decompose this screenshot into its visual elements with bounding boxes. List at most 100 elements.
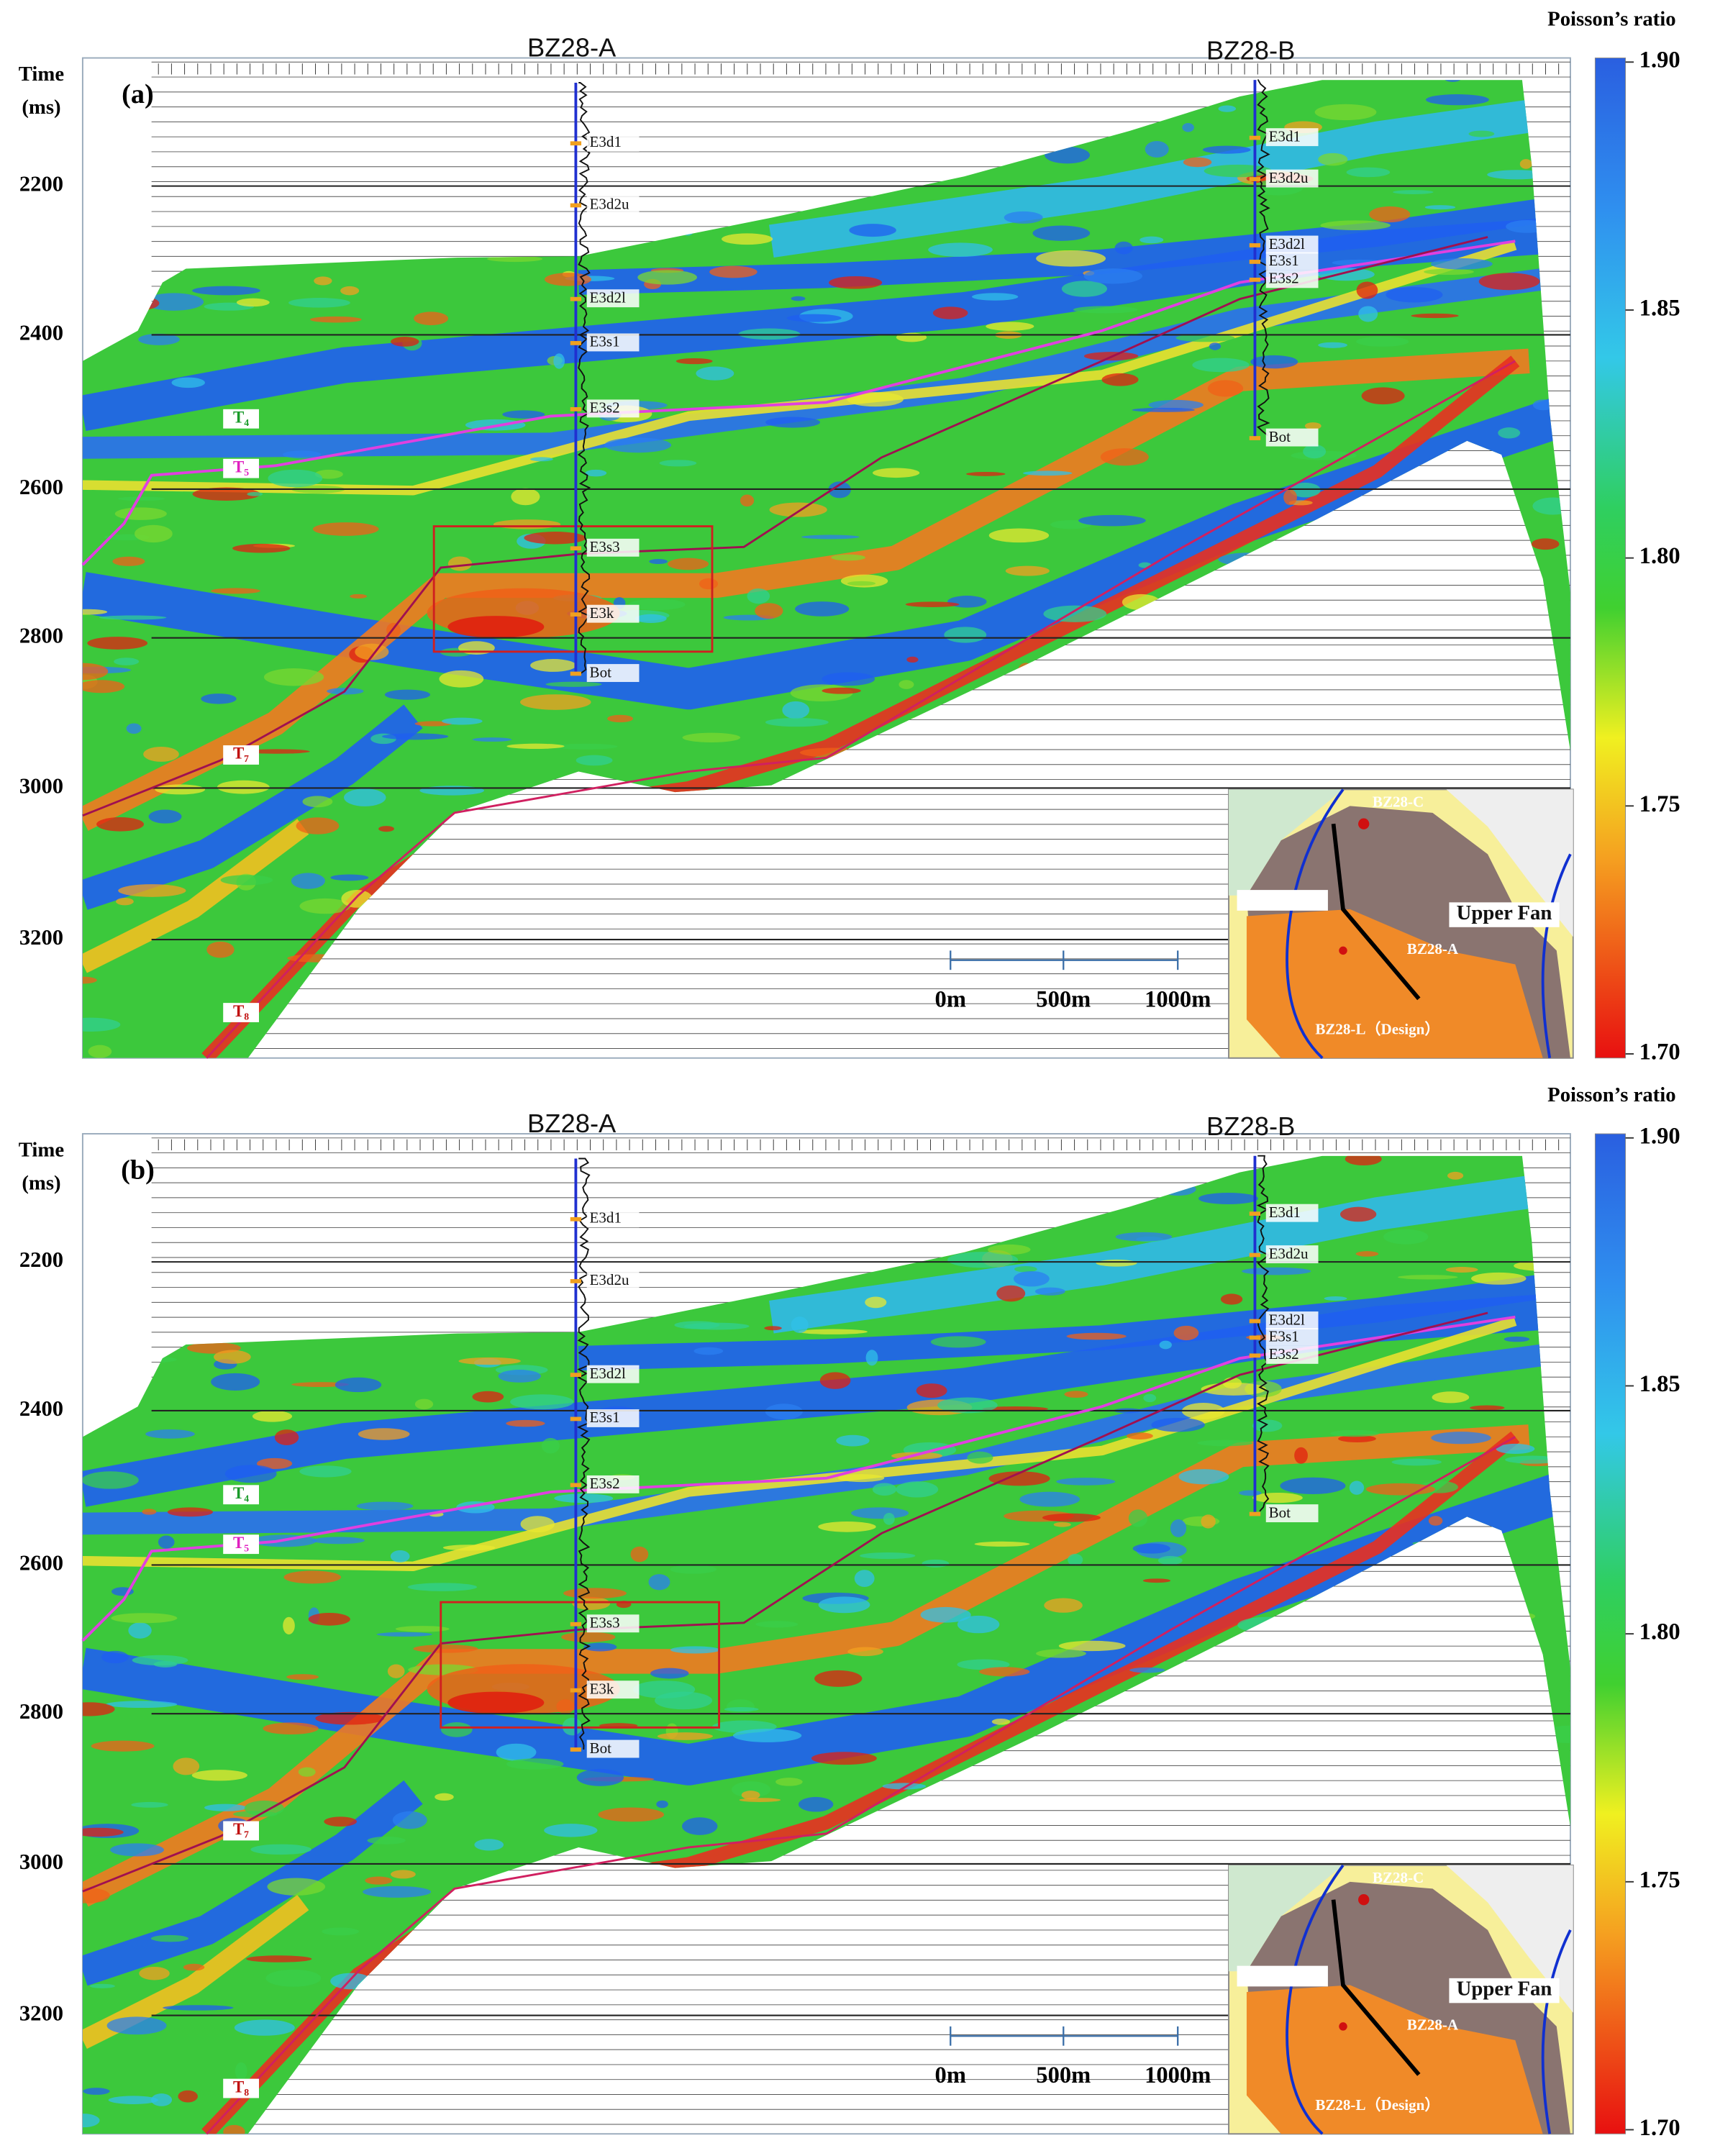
- map-label: Upper Fan: [1457, 1978, 1552, 2001]
- formation-label: E3d2u: [1269, 1245, 1309, 1262]
- seismic-texture: [442, 717, 483, 725]
- seismic-texture: [1032, 225, 1091, 241]
- seismic-texture: [82, 1702, 115, 1716]
- seismic-texture: [1115, 1232, 1173, 1242]
- seismic-texture: [906, 656, 919, 663]
- map-zone: [1246, 1985, 1543, 2134]
- formation-label: E3d2u: [590, 1271, 629, 1288]
- time-tick-label: 3000: [19, 773, 63, 798]
- time-tick-label: 2800: [19, 624, 63, 648]
- seismic-texture: [299, 898, 351, 914]
- formation-label-box: [586, 1475, 640, 1493]
- seismic-texture: [487, 255, 543, 263]
- scale-label: 1000m: [1145, 2062, 1211, 2088]
- seismic-texture: [82, 663, 109, 681]
- seismic-texture: [799, 1796, 834, 1812]
- map-zone: [1229, 1865, 1343, 1972]
- seismic-texture: [607, 714, 634, 723]
- seismic-texture: [407, 1583, 477, 1591]
- formation-label-box: [1265, 252, 1319, 270]
- seismic-texture: [201, 693, 237, 704]
- colorbar-tick-label: 1.90: [1639, 47, 1680, 73]
- seismic-texture: [322, 1927, 359, 1936]
- seismic-texture: [1157, 1555, 1183, 1565]
- seismic-texture: [220, 875, 273, 886]
- seismic-texture: [143, 746, 179, 762]
- formation-marker: [570, 612, 582, 617]
- seismic-texture: [96, 817, 145, 832]
- colorbar-tick-label: 1.70: [1639, 1039, 1680, 1065]
- seismic-texture: [82, 680, 125, 693]
- seismic-texture: [298, 1767, 316, 1777]
- seismic-texture: [151, 2093, 173, 2106]
- seismic-texture: [1129, 1667, 1165, 1673]
- seismic-texture: [851, 1507, 909, 1519]
- formation-label-box: [586, 664, 640, 682]
- horizon-t8: [206, 360, 1516, 1059]
- horizon-label-box: [223, 745, 259, 765]
- seismic-texture: [957, 1659, 1010, 1670]
- map-zone: [1229, 789, 1343, 896]
- map-label: BZ28-C: [1373, 1869, 1424, 1886]
- seismic-texture: [882, 1783, 927, 1790]
- seismic-texture: [1303, 444, 1327, 459]
- map-well-track: [1331, 823, 1421, 1001]
- seismic-texture: [139, 1966, 170, 1980]
- horizon-label-box: [223, 409, 259, 429]
- seismic-texture: [1531, 538, 1560, 550]
- seismic-texture: [378, 826, 394, 832]
- formation-label-box: [1265, 1328, 1319, 1346]
- seismic-texture: [392, 1811, 427, 1829]
- seismic-texture: [795, 601, 850, 617]
- formation-marker: [570, 406, 582, 411]
- seismic-texture: [553, 743, 618, 750]
- formation-marker: [570, 1416, 582, 1422]
- seismic-texture: [670, 1565, 717, 1574]
- seismic-texture: [1432, 1391, 1470, 1404]
- seismic-texture: [506, 1419, 545, 1427]
- seismic-texture: [192, 487, 260, 501]
- formation-label: Bot: [590, 1739, 612, 1757]
- colorbar: [1594, 1133, 1627, 2134]
- seismic-texture: [811, 1752, 877, 1765]
- seismic-texture: [111, 1613, 178, 1624]
- seismic-texture: [1014, 1265, 1037, 1273]
- seismic-texture: [82, 1888, 110, 1903]
- formation-label: E3d1: [590, 133, 622, 150]
- formation-marker: [1249, 1335, 1261, 1340]
- formation-label: E3d2u: [1269, 169, 1309, 186]
- seismic-texture: [682, 732, 741, 742]
- horizon-t8: [206, 1436, 1516, 2135]
- seismic-texture: [1345, 1155, 1382, 1166]
- seismic-texture: [755, 1621, 799, 1628]
- formation-marker: [1249, 243, 1261, 247]
- formation-label-box: [1265, 169, 1319, 188]
- seismic-texture: [1289, 482, 1321, 498]
- formation-marker: [1249, 1319, 1261, 1324]
- seismic-texture: [1132, 1543, 1170, 1554]
- seismic-texture: [82, 1471, 139, 1489]
- seismic-texture: [382, 733, 449, 740]
- seismic-texture: [1148, 399, 1204, 410]
- seismic-texture: [1101, 373, 1139, 386]
- seismic-texture: [99, 615, 167, 620]
- seismic-texture: [82, 1827, 124, 1837]
- seismic-texture: [89, 1983, 115, 1988]
- seismic-texture: [657, 1732, 713, 1740]
- panel: T₄T₅T₇T₈BZ28-AE3d1E3d2uE3d2lE3s1E3s2E3s3…: [19, 1083, 1680, 2141]
- seismic-texture: [541, 1437, 560, 1454]
- seismic-texture: [447, 556, 473, 571]
- seismic-texture: [83, 2088, 110, 2095]
- seismic-texture: [1182, 123, 1194, 132]
- seismic-texture: [576, 755, 613, 766]
- seismic-texture: [245, 749, 310, 754]
- seismic-texture: [668, 558, 709, 570]
- formation-label-box: [586, 1365, 640, 1383]
- seismic-texture: [1159, 1340, 1172, 1350]
- seismic-texture: [1324, 1296, 1347, 1301]
- seismic-texture: [849, 224, 896, 237]
- seismic-texture: [82, 609, 108, 615]
- horizon-t7: [82, 1311, 1488, 1893]
- horizon-label: T₄: [233, 409, 249, 427]
- formation-label-box: [586, 1614, 640, 1633]
